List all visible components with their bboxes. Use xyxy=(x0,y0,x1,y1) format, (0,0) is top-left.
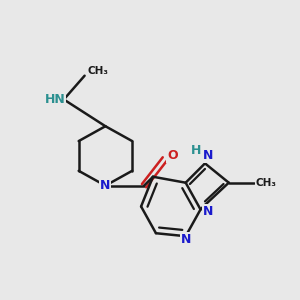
Text: N: N xyxy=(203,149,213,162)
Text: O: O xyxy=(167,149,178,162)
Text: O: O xyxy=(167,149,178,162)
Text: N: N xyxy=(203,205,213,218)
Text: N: N xyxy=(203,149,213,162)
Text: N: N xyxy=(181,233,191,246)
Text: N: N xyxy=(203,205,213,218)
Text: N: N xyxy=(100,179,111,192)
Text: H: H xyxy=(191,143,201,157)
Text: CH₃: CH₃ xyxy=(88,66,109,76)
Text: N: N xyxy=(181,233,191,246)
Text: HN: HN xyxy=(44,93,65,106)
Text: N: N xyxy=(100,179,111,192)
Text: CH₃: CH₃ xyxy=(256,178,277,188)
Text: HN: HN xyxy=(44,93,65,106)
